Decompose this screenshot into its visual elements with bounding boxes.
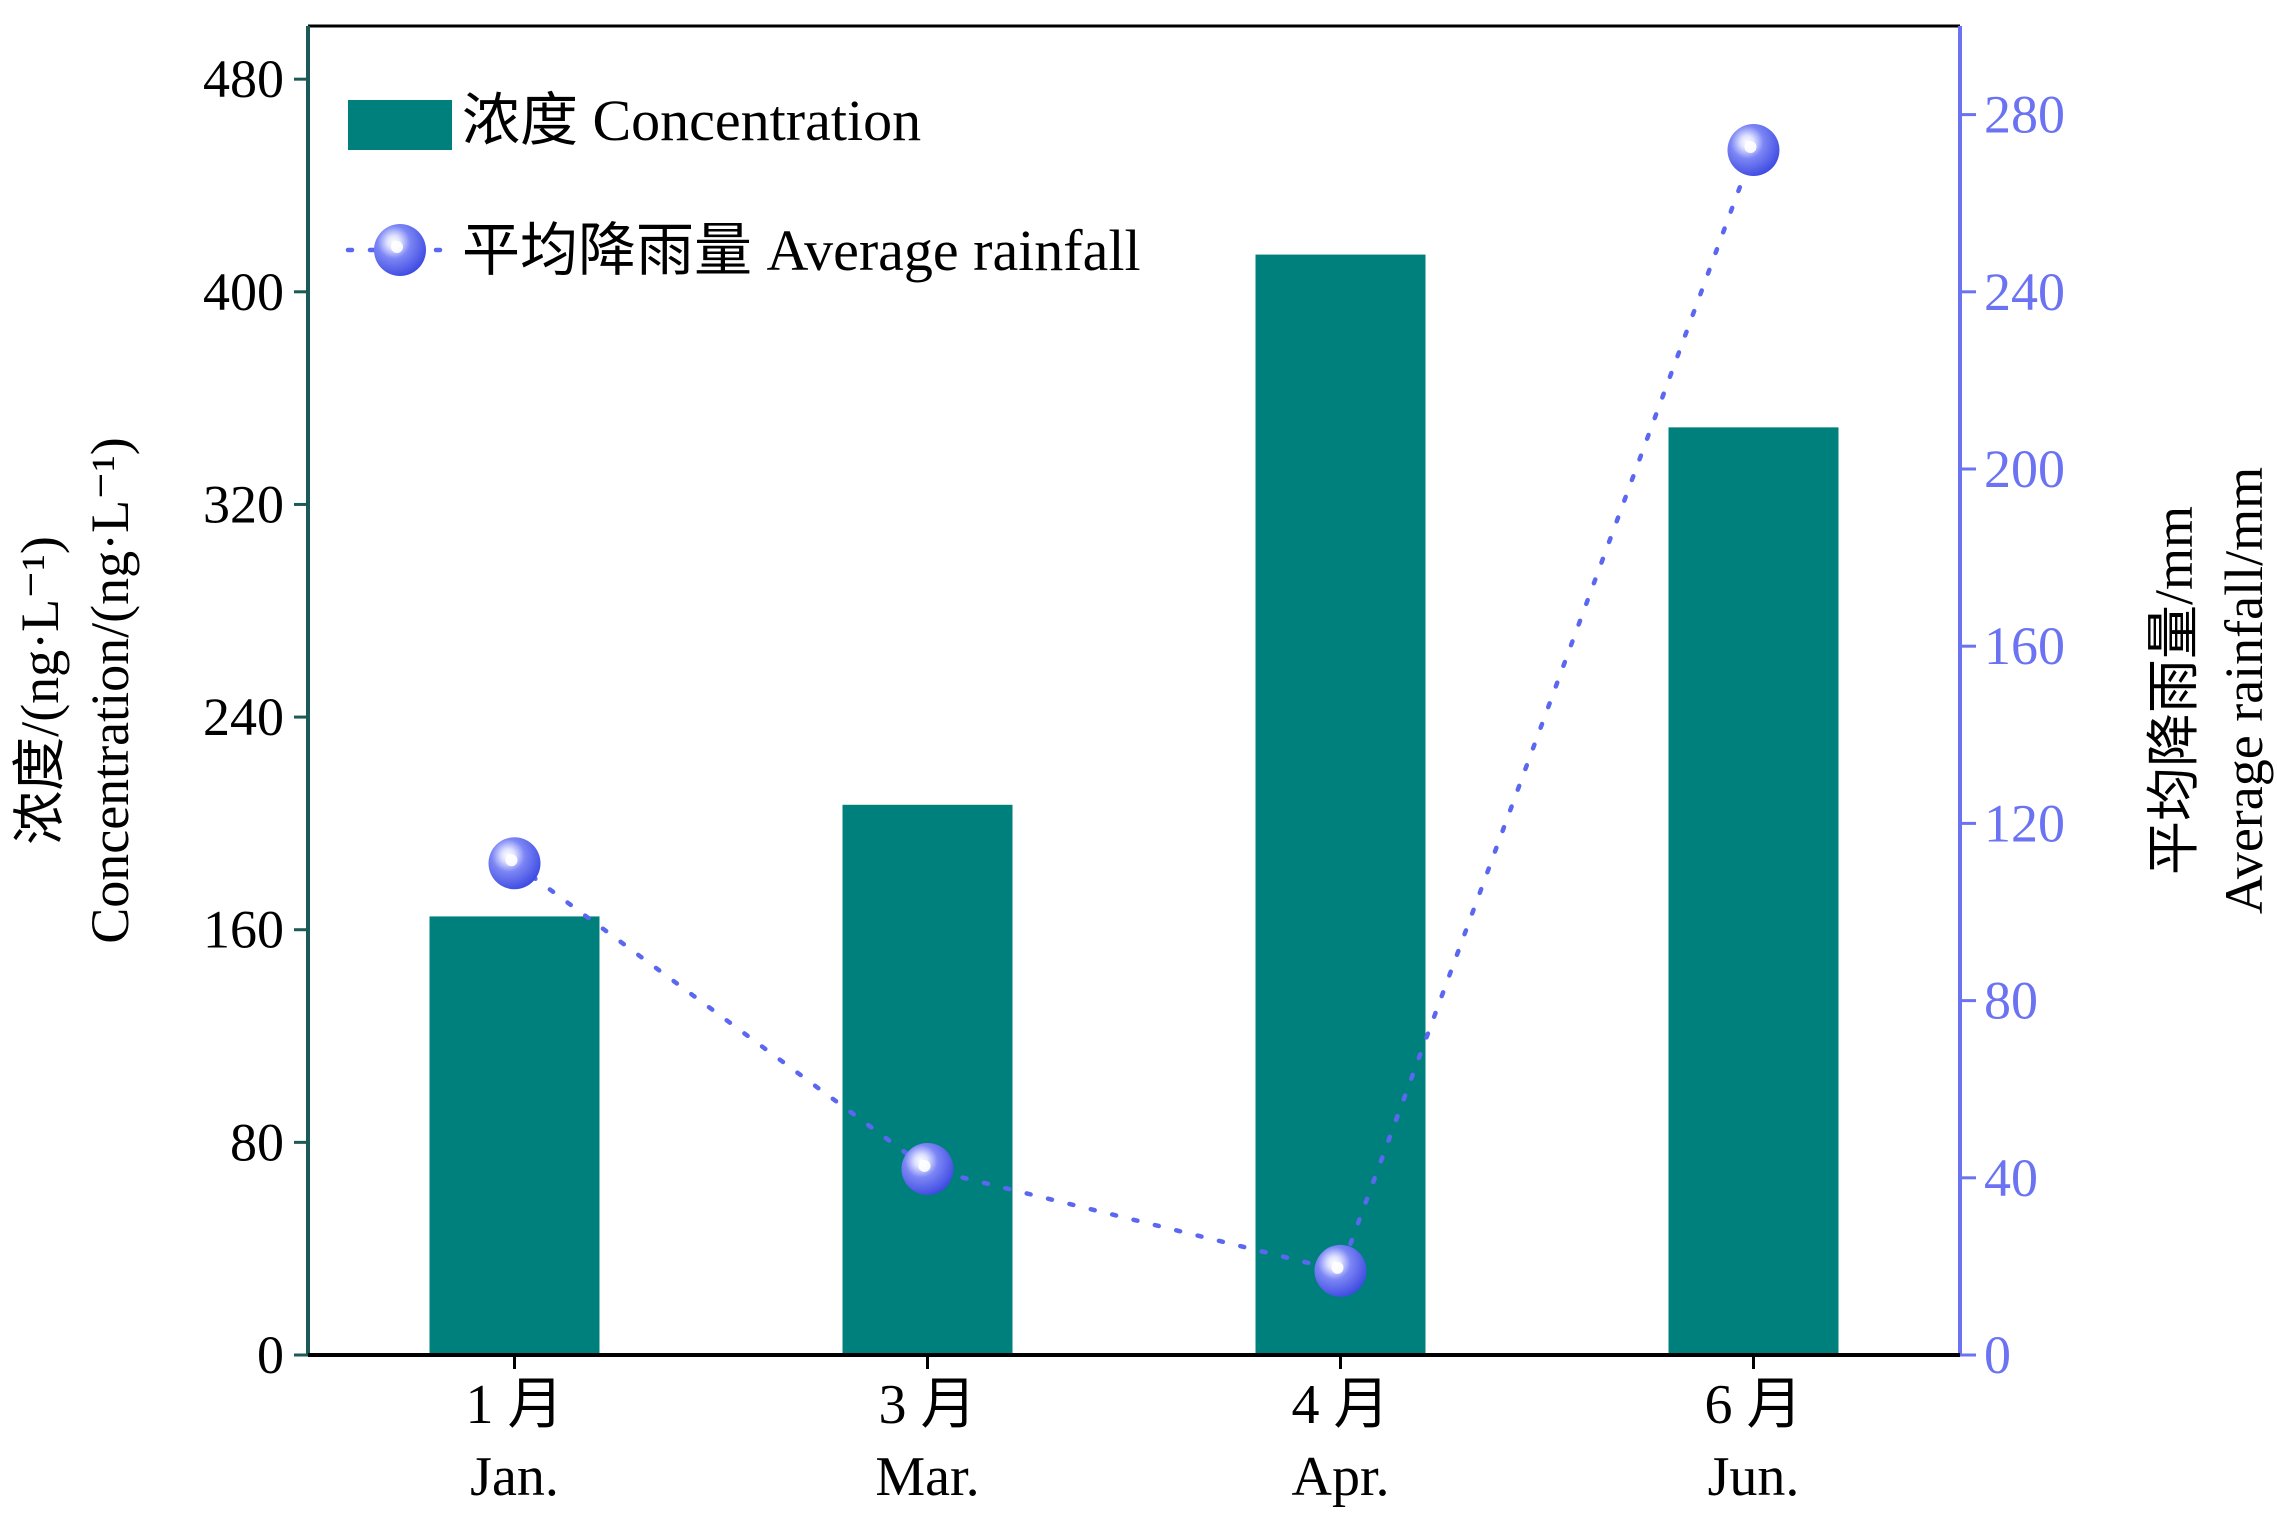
x-axis-label-en-2: Apr.: [1292, 1446, 1390, 1508]
concentration-bar-2: [1255, 254, 1426, 1355]
left-axis-tick-label-0: 0: [257, 1325, 284, 1385]
right-axis-title-line2: Average rainfall/mm: [2214, 467, 2274, 914]
left-axis-tick-label-6: 480: [203, 49, 284, 109]
left-axis-tick-label-1: 80: [230, 1112, 284, 1172]
x-axis-label-month-0: 1 月: [466, 1374, 564, 1436]
left-axis-tick-label-2: 160: [203, 900, 284, 960]
rainfall-marker-highlight-3: [1744, 141, 1757, 154]
rainfall-line-layer: [488, 124, 1780, 1297]
right-axis-title-line1: 平均降雨量/mm: [2144, 506, 2204, 875]
left-axis-title-line2: Concentration/(ng·L⁻¹): [80, 437, 140, 944]
left-axis-tick-label-5: 400: [203, 262, 284, 322]
rainfall-line: [512, 147, 1756, 1274]
right-axis-tick-label-6: 240: [1984, 262, 2065, 322]
x-axis-label-en-3: Jun.: [1708, 1446, 1800, 1508]
x-axis-label-en-0: Jan.: [470, 1446, 559, 1508]
right-axis-tick-label-5: 200: [1984, 439, 2065, 499]
right-axis-tick-label-0: 0: [1984, 1325, 2011, 1385]
x-axis-label-month-3: 6 月: [1705, 1374, 1803, 1436]
legend-label-concentration: 浓度 Concentration: [462, 88, 921, 153]
left-axis-title-line1: 浓度/(ng·L⁻¹): [10, 536, 70, 845]
legend: 浓度 Concentration 平均降雨量 Average rainfall: [345, 88, 1141, 283]
x-axis-label-month-2: 4 月: [1292, 1374, 1390, 1436]
concentration-bar-3: [1668, 427, 1839, 1355]
left-axis-tick-label-3: 240: [203, 687, 284, 747]
x-axis-label-en-1: Mar.: [875, 1446, 979, 1508]
axes-layer: 0 80 160 240 320 400 480 0 40 80 120 160 200 240 280 1 …: [10, 26, 2274, 1508]
x-axis-label-month-1: 3 月: [879, 1374, 977, 1436]
right-axis-tick-label-1: 40: [1984, 1148, 2038, 1208]
right-axis-tick-label-4: 160: [1984, 616, 2065, 676]
concentration-bar-0: [429, 916, 600, 1355]
legend-marker-highlight: [391, 241, 403, 253]
bars-layer: [429, 254, 1839, 1355]
rainfall-marker-highlight-2: [1331, 1261, 1344, 1274]
legend-bar-swatch: [348, 100, 452, 150]
legend-label-rainfall: 平均降雨量 Average rainfall: [462, 218, 1141, 283]
rainfall-marker-highlight-0: [505, 854, 518, 867]
rainfall-marker-highlight-1: [918, 1159, 931, 1172]
left-axis-tick-label-4: 320: [203, 474, 284, 534]
right-axis-tick-label-7: 280: [1984, 85, 2065, 145]
right-axis-tick-label-3: 120: [1984, 793, 2065, 853]
right-axis-tick-label-2: 80: [1984, 971, 2038, 1031]
concentration-bar-1: [842, 804, 1013, 1355]
